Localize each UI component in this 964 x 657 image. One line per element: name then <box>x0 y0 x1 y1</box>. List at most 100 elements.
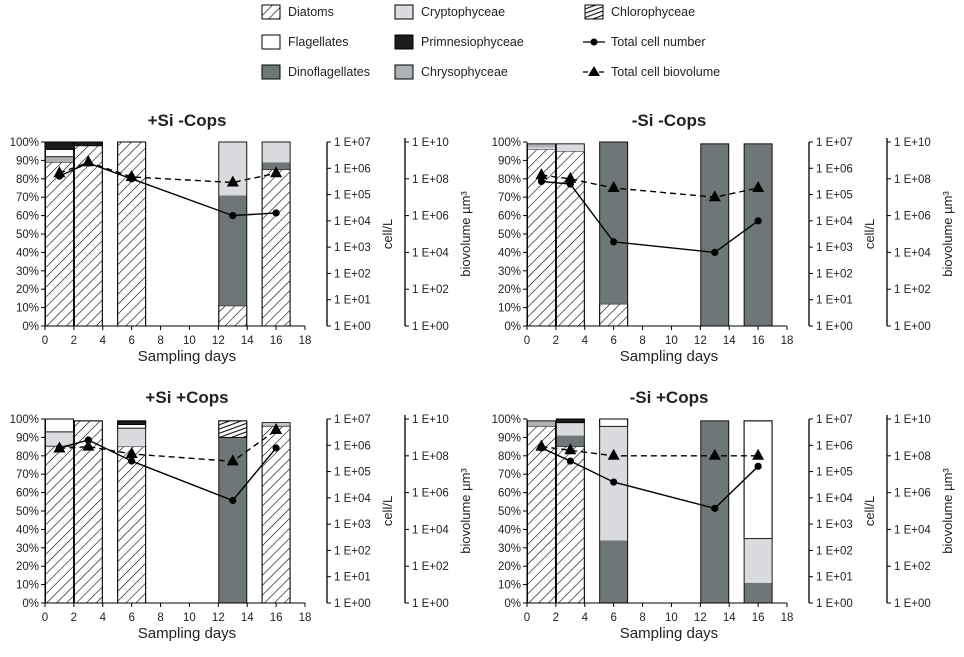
cell-tick-label: 1 E+03 <box>334 519 371 531</box>
y-tick-label: 80% <box>498 174 521 186</box>
legend-item-chloro: Chlorophyceae <box>584 4 695 20</box>
cell-tick-label: 1 E+06 <box>334 163 371 175</box>
y-tick-label: 40% <box>16 524 39 536</box>
cell-tick-label: 1 E+04 <box>334 216 371 228</box>
biovolume-point-day-16 <box>752 181 765 192</box>
bar-segment-crypto-day-1 <box>45 431 74 445</box>
x-tick-label: 0 <box>42 612 48 624</box>
cell-number-point-day-3 <box>84 159 92 167</box>
x-tick-label: 6 <box>610 612 616 624</box>
chart-title: +Si +Cops <box>145 388 228 407</box>
biovolume-point-day-3 <box>564 443 577 455</box>
biovol-tick-label: 1 E+10 <box>894 414 931 426</box>
chart-title: +Si -Cops <box>148 111 227 130</box>
cell-axis-title: cell/L <box>380 219 395 249</box>
x-tick-label: 4 <box>100 335 107 347</box>
x-tick-label: 12 <box>694 612 707 624</box>
cell-tick-label: 1 E+03 <box>334 242 371 254</box>
biovol-tick-label: 1 E+04 <box>412 524 449 536</box>
y-tick-label: 20% <box>16 284 39 296</box>
biovolume-point-day-13 <box>708 190 721 202</box>
bar-segment-flagellates-day-1 <box>44 418 74 433</box>
bar-segment-chryso-day-1 <box>527 143 556 148</box>
cell-number-point-day-13 <box>229 496 237 505</box>
legend-swatch-crypto <box>394 4 414 20</box>
x-tick-label: 0 <box>524 335 530 347</box>
x-tick-label: 6 <box>610 335 616 347</box>
y-tick-label: 100% <box>492 414 521 426</box>
bar-segment-crypto-day-3 <box>556 143 585 152</box>
bar-segment-dinoflagellates-day-16 <box>744 143 773 326</box>
bar-segment-diatoms-day-3 <box>555 446 585 604</box>
x-tick-label: 0 <box>524 612 530 624</box>
biovol-axis-title: biovolume µm³ <box>940 191 955 277</box>
y-tick-label: 0% <box>22 321 39 333</box>
legend-label-biovol: Total cell biovolume <box>611 65 720 79</box>
chart-svg: +Si +Cops 0% 10% 20% 30% 40% 50% 60% 70% 80% 90% 10… <box>10 388 473 642</box>
bar-segment-dinoflagellates-day-16 <box>744 582 773 603</box>
y-tick-label: 70% <box>498 469 521 481</box>
y-tick-label: 60% <box>498 211 521 223</box>
cell-tick-label: 1 E+02 <box>816 545 853 557</box>
cell-number-point-day-13 <box>711 504 719 512</box>
legend-swatch-flagellates <box>261 34 281 50</box>
bar-segment-prymn-day-3 <box>73 141 103 147</box>
biovolume-point-day-13 <box>226 175 239 187</box>
legend-marker-circle <box>590 38 598 46</box>
y-tick-label: 20% <box>16 561 39 573</box>
cell-tick-label: 1 E+07 <box>334 414 371 426</box>
biovol-tick-label: 1 E+00 <box>894 321 931 333</box>
biovol-tick-label: 1 E+02 <box>412 561 449 573</box>
x-tick-label: 2 <box>71 335 77 347</box>
y-tick-label: 30% <box>16 266 39 278</box>
cell-tick-label: 1 E+03 <box>816 519 853 531</box>
cell-axis-title: cell/L <box>862 219 877 249</box>
bar-segment-chloro-day-13 <box>218 420 248 438</box>
y-tick-label: 100% <box>10 137 39 149</box>
biovol-tick-label: 1 E+04 <box>894 524 931 536</box>
cell-number-point-day-16 <box>754 217 762 225</box>
cell-tick-label: 1 E+00 <box>816 321 853 333</box>
y-tick-label: 100% <box>492 137 521 149</box>
cell-tick-label: 1 E+05 <box>816 467 853 479</box>
bar-segment-diatoms-day-13 <box>218 305 248 327</box>
y-tick-label: 50% <box>498 229 521 241</box>
biovolume-point-day-3 <box>564 171 577 183</box>
bar-segment-chryso-day-1 <box>45 156 74 163</box>
legend-swatch-chloro <box>584 4 604 20</box>
biovol-tick-label: 1 E+00 <box>894 598 931 610</box>
chart-svg: -Si +Cops 0% 10% 20% 30% 40% 50% 60% 70% 80% 90% 10… <box>492 388 955 642</box>
cell-number-point-day-6 <box>128 175 136 183</box>
bar-segment-crypto-day-16 <box>262 142 291 163</box>
legend-swatch-prymn <box>394 34 414 50</box>
cell-number-point-day-3 <box>566 180 574 188</box>
cell-tick-label: 1 E+05 <box>334 467 371 479</box>
chart-panel-si-cops: +Si +Cops 0% 10% 20% 30% 40% 50% 60% 70% 80% 90% 10… <box>0 372 482 652</box>
cell-number-point-day-3 <box>566 457 574 465</box>
biovolume-line <box>59 161 277 184</box>
x-axis-title: Sampling days <box>138 625 236 642</box>
x-axis-title: Sampling days <box>138 348 236 365</box>
biovol-tick-label: 1 E+06 <box>412 211 449 223</box>
legend-label-prymn: Primnesiophyceae <box>421 35 524 49</box>
legend-label-crypto: Cryptophyceae <box>421 5 505 19</box>
legend-item-cellnum: Total cell number <box>583 35 706 49</box>
y-tick-label: 0% <box>504 598 521 610</box>
cell-tick-label: 1 E+00 <box>334 598 371 610</box>
x-tick-label: 2 <box>553 335 559 347</box>
bar-segment-dinoflagellates-day-6 <box>599 142 628 304</box>
biovolume-point-day-1 <box>535 168 548 180</box>
biovol-tick-label: 1 E+10 <box>412 414 449 426</box>
y-tick-label: 30% <box>498 266 521 278</box>
bar-segment-dinoflagellates-day-13 <box>700 143 729 326</box>
biovol-tick-label: 1 E+02 <box>412 284 449 296</box>
x-tick-label: 14 <box>241 612 254 624</box>
legend-item-crypto: Cryptophyceae <box>394 4 505 20</box>
bar-segment-diatoms-day-3 <box>73 420 103 604</box>
x-tick-label: 8 <box>639 612 645 624</box>
cell-tick-label: 1 E+00 <box>816 598 853 610</box>
biovol-tick-label: 1 E+08 <box>894 174 931 186</box>
legend-label-dinoflagellates: Dinoflagellates <box>288 65 370 79</box>
bar-segment-chryso-day-1 <box>527 420 556 427</box>
chart-title: -Si -Cops <box>632 111 707 130</box>
